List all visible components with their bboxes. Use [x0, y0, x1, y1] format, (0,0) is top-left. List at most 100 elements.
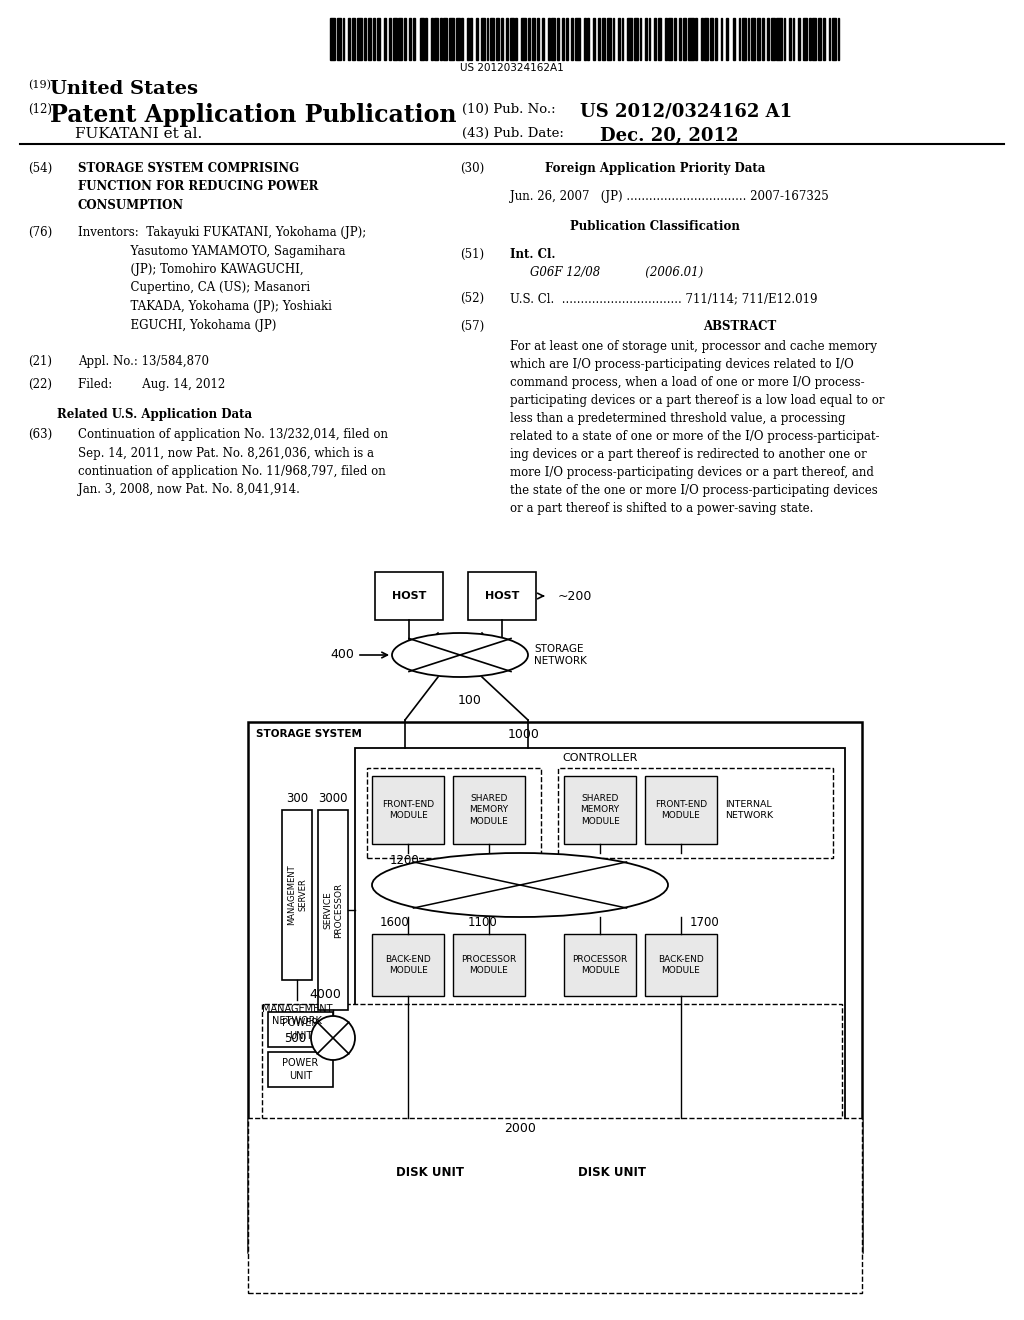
- Bar: [413, 18, 415, 59]
- Text: (52): (52): [460, 292, 484, 305]
- Bar: [683, 18, 686, 59]
- Text: DISK UNIT: DISK UNIT: [579, 1167, 646, 1180]
- Bar: [365, 18, 366, 59]
- Bar: [410, 18, 411, 59]
- Bar: [776, 18, 781, 59]
- Text: 1600: 1600: [380, 916, 410, 928]
- Bar: [793, 18, 795, 59]
- Bar: [571, 18, 573, 59]
- Bar: [640, 18, 641, 59]
- Bar: [372, 935, 444, 997]
- Bar: [548, 18, 550, 59]
- Text: Dec. 20, 2012: Dec. 20, 2012: [600, 127, 738, 145]
- Bar: [838, 18, 840, 59]
- Text: (21): (21): [28, 355, 52, 368]
- Bar: [767, 18, 769, 59]
- Text: HOST: HOST: [392, 591, 426, 601]
- Bar: [348, 18, 350, 59]
- Bar: [665, 18, 667, 59]
- Text: Related U.S. Application Data: Related U.S. Application Data: [57, 408, 253, 421]
- Text: FRONT-END
MODULE: FRONT-END MODULE: [382, 800, 434, 820]
- Bar: [449, 18, 455, 59]
- Text: (63): (63): [28, 428, 52, 441]
- Text: SHARED
MEMORY
MODULE: SHARED MEMORY MODULE: [469, 795, 509, 825]
- Bar: [515, 18, 517, 59]
- Bar: [710, 18, 714, 59]
- Bar: [742, 18, 745, 59]
- Bar: [818, 18, 821, 59]
- Bar: [496, 18, 500, 59]
- Bar: [828, 18, 830, 59]
- Bar: [771, 18, 774, 59]
- Bar: [543, 18, 544, 59]
- Bar: [393, 18, 396, 59]
- Bar: [762, 18, 764, 59]
- Text: Appl. No.: 13/584,870: Appl. No.: 13/584,870: [78, 355, 209, 368]
- Bar: [564, 935, 636, 997]
- Text: 300: 300: [286, 792, 308, 804]
- Bar: [607, 18, 610, 59]
- Ellipse shape: [392, 634, 528, 677]
- Bar: [420, 18, 424, 59]
- Bar: [431, 18, 432, 59]
- Bar: [823, 18, 825, 59]
- Bar: [602, 18, 605, 59]
- Bar: [481, 18, 484, 59]
- Text: G06F 12/08            (2006.01): G06F 12/08 (2006.01): [530, 267, 703, 279]
- Bar: [467, 18, 469, 59]
- Bar: [733, 18, 735, 59]
- Text: U.S. Cl.  ................................ 711/114; 711/E12.019: U.S. Cl. ...............................…: [510, 292, 817, 305]
- Bar: [833, 18, 836, 59]
- Bar: [318, 810, 348, 1010]
- Text: MANAGEMENT
SERVER: MANAGEMENT SERVER: [287, 865, 307, 925]
- Text: 1100: 1100: [468, 916, 498, 928]
- Bar: [622, 18, 624, 59]
- Bar: [574, 18, 581, 59]
- Text: 1700: 1700: [690, 916, 720, 928]
- Text: INTERNAL
NETWORK: INTERNAL NETWORK: [725, 800, 773, 820]
- Bar: [562, 18, 564, 59]
- Text: ABSTRACT: ABSTRACT: [703, 319, 776, 333]
- Bar: [268, 1012, 333, 1047]
- Text: (76): (76): [28, 226, 52, 239]
- Text: US 2012/0324162 A1: US 2012/0324162 A1: [580, 103, 793, 121]
- Text: Filed:        Aug. 14, 2012: Filed: Aug. 14, 2012: [78, 378, 225, 391]
- Bar: [453, 935, 525, 997]
- Bar: [439, 18, 441, 59]
- Text: FRONT-END
MODULE: FRONT-END MODULE: [655, 800, 707, 820]
- Bar: [490, 18, 494, 59]
- Bar: [377, 18, 380, 59]
- Text: (19): (19): [28, 81, 51, 90]
- Text: 2000: 2000: [504, 1122, 536, 1134]
- Bar: [476, 18, 477, 59]
- Bar: [721, 18, 722, 59]
- Bar: [367, 768, 541, 858]
- Bar: [443, 18, 447, 59]
- Text: 1200: 1200: [390, 854, 420, 866]
- Bar: [645, 18, 647, 59]
- Text: (30): (30): [460, 162, 484, 176]
- Bar: [384, 18, 386, 59]
- Text: PROCESSOR
MODULE: PROCESSOR MODULE: [572, 954, 628, 975]
- Bar: [612, 18, 614, 59]
- Text: (43) Pub. Date:: (43) Pub. Date:: [462, 127, 564, 140]
- Text: 1000: 1000: [508, 727, 540, 741]
- Bar: [627, 18, 633, 59]
- Bar: [757, 18, 760, 59]
- Bar: [654, 18, 655, 59]
- Text: (54): (54): [28, 162, 52, 176]
- Text: CONTROLLER: CONTROLLER: [562, 752, 638, 763]
- Bar: [618, 18, 620, 59]
- Bar: [470, 18, 472, 59]
- Text: 100: 100: [458, 693, 482, 706]
- Bar: [790, 18, 791, 59]
- Bar: [355, 748, 845, 1129]
- Bar: [752, 18, 755, 59]
- Bar: [330, 18, 336, 59]
- Text: Patent Application Publication: Patent Application Publication: [50, 103, 457, 127]
- Bar: [551, 18, 555, 59]
- Bar: [501, 18, 503, 59]
- Bar: [593, 18, 595, 59]
- Text: US 20120324162A1: US 20120324162A1: [460, 63, 564, 73]
- Bar: [456, 18, 460, 59]
